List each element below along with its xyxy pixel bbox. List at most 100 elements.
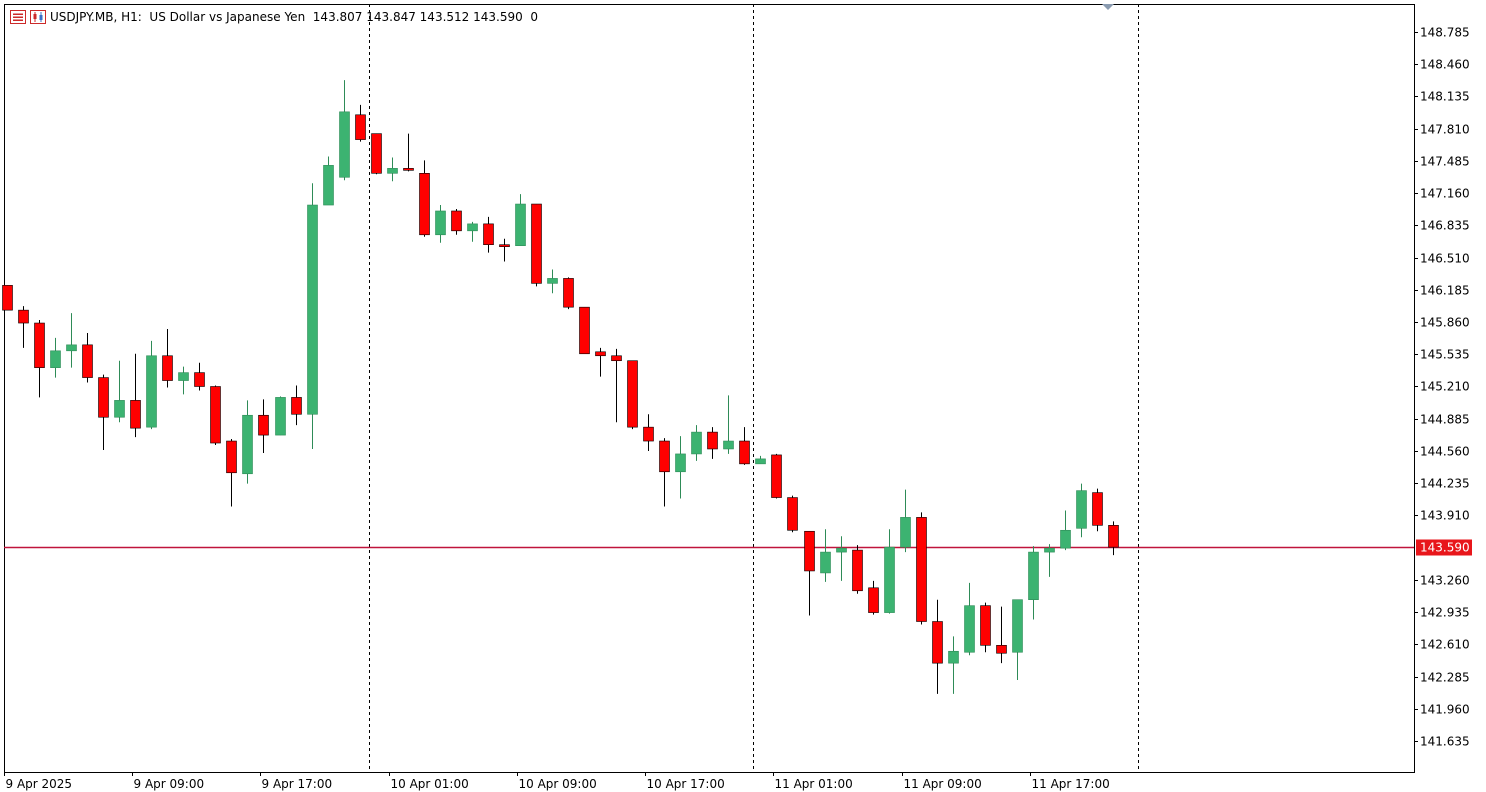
candle-body bbox=[50, 350, 61, 368]
candle-body bbox=[1092, 492, 1103, 526]
candle[interactable] bbox=[707, 427, 718, 459]
candle[interactable] bbox=[900, 489, 911, 553]
candle[interactable] bbox=[66, 313, 77, 368]
candle[interactable] bbox=[820, 529, 831, 582]
symbol-list-icon[interactable] bbox=[10, 10, 26, 24]
candle[interactable] bbox=[291, 385, 302, 426]
candle[interactable] bbox=[194, 362, 205, 391]
candle[interactable] bbox=[1108, 521, 1119, 556]
candle[interactable] bbox=[403, 133, 414, 172]
candle[interactable] bbox=[787, 495, 798, 533]
candle[interactable] bbox=[226, 439, 237, 507]
candle[interactable] bbox=[50, 337, 61, 378]
candle[interactable] bbox=[2, 285, 13, 311]
price-axis[interactable]: 148.785 148.460 148.135 147.810 147.485 147.1… bbox=[1414, 26, 1470, 749]
candle-body bbox=[387, 168, 398, 174]
candle[interactable] bbox=[210, 385, 221, 446]
candle[interactable] bbox=[916, 512, 927, 625]
candle[interactable] bbox=[1044, 544, 1055, 577]
candle[interactable] bbox=[146, 340, 157, 430]
candles-layer[interactable] bbox=[2, 80, 1119, 694]
candle[interactable] bbox=[307, 183, 318, 449]
candle-body bbox=[275, 397, 286, 436]
candle[interactable] bbox=[467, 221, 478, 242]
candle-body bbox=[820, 551, 831, 574]
y-tick-label: 142.285 bbox=[1420, 671, 1470, 685]
candle[interactable] bbox=[804, 530, 815, 616]
candle[interactable] bbox=[852, 545, 863, 594]
shift-marker-icon[interactable] bbox=[1102, 4, 1114, 10]
candle-body bbox=[547, 278, 558, 284]
time-axis[interactable]: 9 Apr 2025 9 Apr 09:00 9 Apr 17:00 10 Apr 0… bbox=[4, 772, 1110, 791]
candle[interactable] bbox=[419, 160, 430, 237]
candle[interactable] bbox=[643, 414, 654, 451]
candle[interactable] bbox=[130, 353, 141, 438]
candle-body bbox=[1028, 551, 1039, 600]
candle[interactable] bbox=[1012, 599, 1023, 681]
candle[interactable] bbox=[18, 306, 29, 348]
candle[interactable] bbox=[435, 205, 446, 243]
candle[interactable] bbox=[980, 602, 991, 653]
candle[interactable] bbox=[739, 427, 750, 465]
candle[interactable] bbox=[868, 580, 879, 615]
candle[interactable] bbox=[82, 332, 93, 383]
candle[interactable] bbox=[964, 582, 975, 656]
candle-body bbox=[579, 306, 590, 355]
candle[interactable] bbox=[563, 277, 574, 310]
candle-body bbox=[130, 400, 141, 429]
candle[interactable] bbox=[323, 156, 334, 206]
candle[interactable] bbox=[547, 269, 558, 294]
candle[interactable] bbox=[659, 438, 670, 507]
candle[interactable] bbox=[948, 636, 959, 694]
candle[interactable] bbox=[595, 347, 606, 377]
candle[interactable] bbox=[98, 374, 109, 450]
candle[interactable] bbox=[1028, 546, 1039, 620]
candle[interactable] bbox=[355, 104, 366, 142]
candle[interactable] bbox=[242, 400, 253, 484]
y-tick-label: 142.935 bbox=[1420, 606, 1470, 620]
candle[interactable] bbox=[675, 436, 686, 499]
candle[interactable] bbox=[258, 399, 269, 453]
candle[interactable] bbox=[723, 395, 734, 454]
candle[interactable] bbox=[932, 599, 943, 694]
candle[interactable] bbox=[162, 328, 173, 388]
candle[interactable] bbox=[1076, 483, 1087, 538]
candle[interactable] bbox=[114, 360, 125, 423]
y-tick-label: 144.560 bbox=[1420, 445, 1470, 459]
candle[interactable] bbox=[515, 194, 526, 246]
candle-body bbox=[755, 458, 766, 465]
candle[interactable] bbox=[996, 606, 1007, 664]
x-tick-label: 11 Apr 01:00 bbox=[775, 777, 853, 791]
candle-chart-icon[interactable] bbox=[30, 10, 46, 24]
y-tick-label: 147.485 bbox=[1420, 155, 1470, 169]
candle[interactable] bbox=[275, 396, 286, 436]
candle[interactable] bbox=[499, 238, 510, 262]
candle[interactable] bbox=[1060, 510, 1071, 551]
candle[interactable] bbox=[483, 216, 494, 253]
candle[interactable] bbox=[627, 360, 638, 430]
candle[interactable] bbox=[755, 455, 766, 465]
candle[interactable] bbox=[691, 425, 702, 461]
candle[interactable] bbox=[339, 80, 350, 181]
chart-frame bbox=[4, 4, 1415, 773]
candle-body bbox=[739, 440, 750, 465]
candle[interactable] bbox=[771, 453, 782, 499]
candle[interactable] bbox=[884, 529, 895, 614]
candle[interactable] bbox=[34, 320, 45, 398]
candle[interactable] bbox=[451, 209, 462, 235]
day-separators bbox=[369, 4, 1139, 772]
candle[interactable] bbox=[1092, 488, 1103, 532]
candle[interactable] bbox=[611, 348, 622, 423]
candle[interactable] bbox=[178, 366, 189, 395]
candle-body bbox=[258, 414, 269, 436]
candle[interactable] bbox=[531, 203, 542, 287]
candle-body bbox=[627, 360, 638, 428]
candle-body bbox=[691, 431, 702, 455]
candle[interactable] bbox=[836, 536, 847, 581]
candle[interactable] bbox=[579, 306, 590, 355]
candle[interactable] bbox=[387, 157, 398, 182]
candle-body bbox=[419, 173, 430, 236]
candle[interactable] bbox=[371, 133, 382, 175]
